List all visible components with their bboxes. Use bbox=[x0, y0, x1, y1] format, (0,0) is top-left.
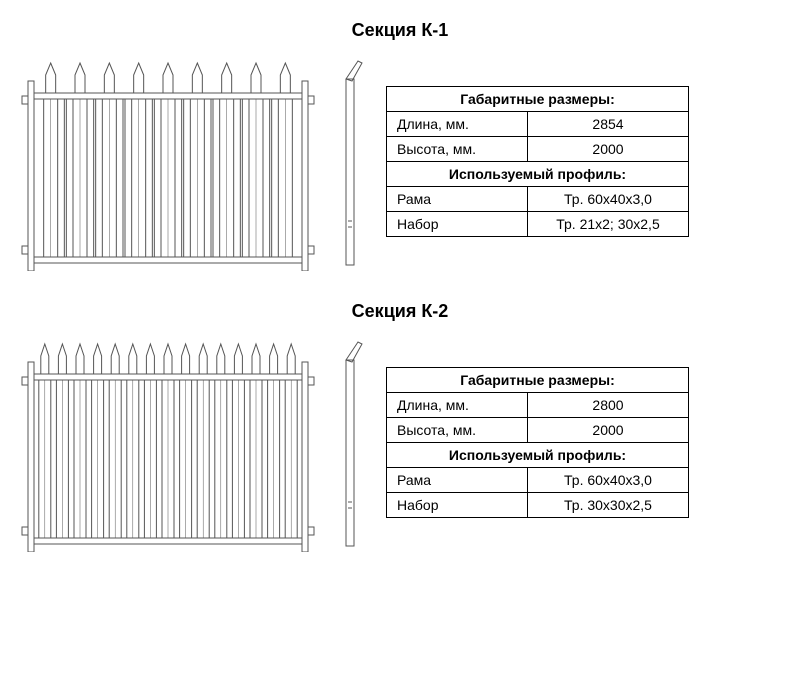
length-value: 2854 bbox=[528, 111, 689, 136]
frame-value: Тр. 60х40х3,0 bbox=[528, 186, 689, 211]
height-value: 2000 bbox=[528, 417, 689, 442]
length-value: 2800 bbox=[528, 392, 689, 417]
length-label: Длина, мм. bbox=[387, 392, 528, 417]
frame-label: Рама bbox=[387, 467, 528, 492]
fence-side-drawing bbox=[336, 332, 366, 552]
spec-table: Габаритные размеры: Длина, мм. 2854 Высо… bbox=[386, 86, 689, 237]
content-row: Габаритные размеры: Длина, мм. 2800 Высо… bbox=[20, 332, 780, 552]
set-label: Набор bbox=[387, 492, 528, 517]
height-value: 2000 bbox=[528, 136, 689, 161]
height-label: Высота, мм. bbox=[387, 136, 528, 161]
dimensions-header: Габаритные размеры: bbox=[387, 367, 689, 392]
set-value: Тр. 21х2; 30х2,5 bbox=[528, 211, 689, 236]
section-title: Секция К-2 bbox=[20, 301, 780, 322]
section-block: Секция К-1 Габаритные размеры: Длина, мм… bbox=[20, 20, 780, 271]
profile-header: Используемый профиль: bbox=[387, 442, 689, 467]
height-label: Высота, мм. bbox=[387, 417, 528, 442]
set-value: Тр. 30х30х2,5 bbox=[528, 492, 689, 517]
fence-front-drawing bbox=[20, 332, 316, 552]
frame-label: Рама bbox=[387, 186, 528, 211]
section-title: Секция К-1 bbox=[20, 20, 780, 41]
fence-front-drawing bbox=[20, 51, 316, 271]
section-block: Секция К-2 Габаритные размеры: Длина, мм… bbox=[20, 301, 780, 552]
length-label: Длина, мм. bbox=[387, 111, 528, 136]
dimensions-header: Габаритные размеры: bbox=[387, 86, 689, 111]
spec-table: Габаритные размеры: Длина, мм. 2800 Высо… bbox=[386, 367, 689, 518]
content-row: Габаритные размеры: Длина, мм. 2854 Высо… bbox=[20, 51, 780, 271]
frame-value: Тр. 60х40х3,0 bbox=[528, 467, 689, 492]
set-label: Набор bbox=[387, 211, 528, 236]
fence-side-drawing bbox=[336, 51, 366, 271]
profile-header: Используемый профиль: bbox=[387, 161, 689, 186]
